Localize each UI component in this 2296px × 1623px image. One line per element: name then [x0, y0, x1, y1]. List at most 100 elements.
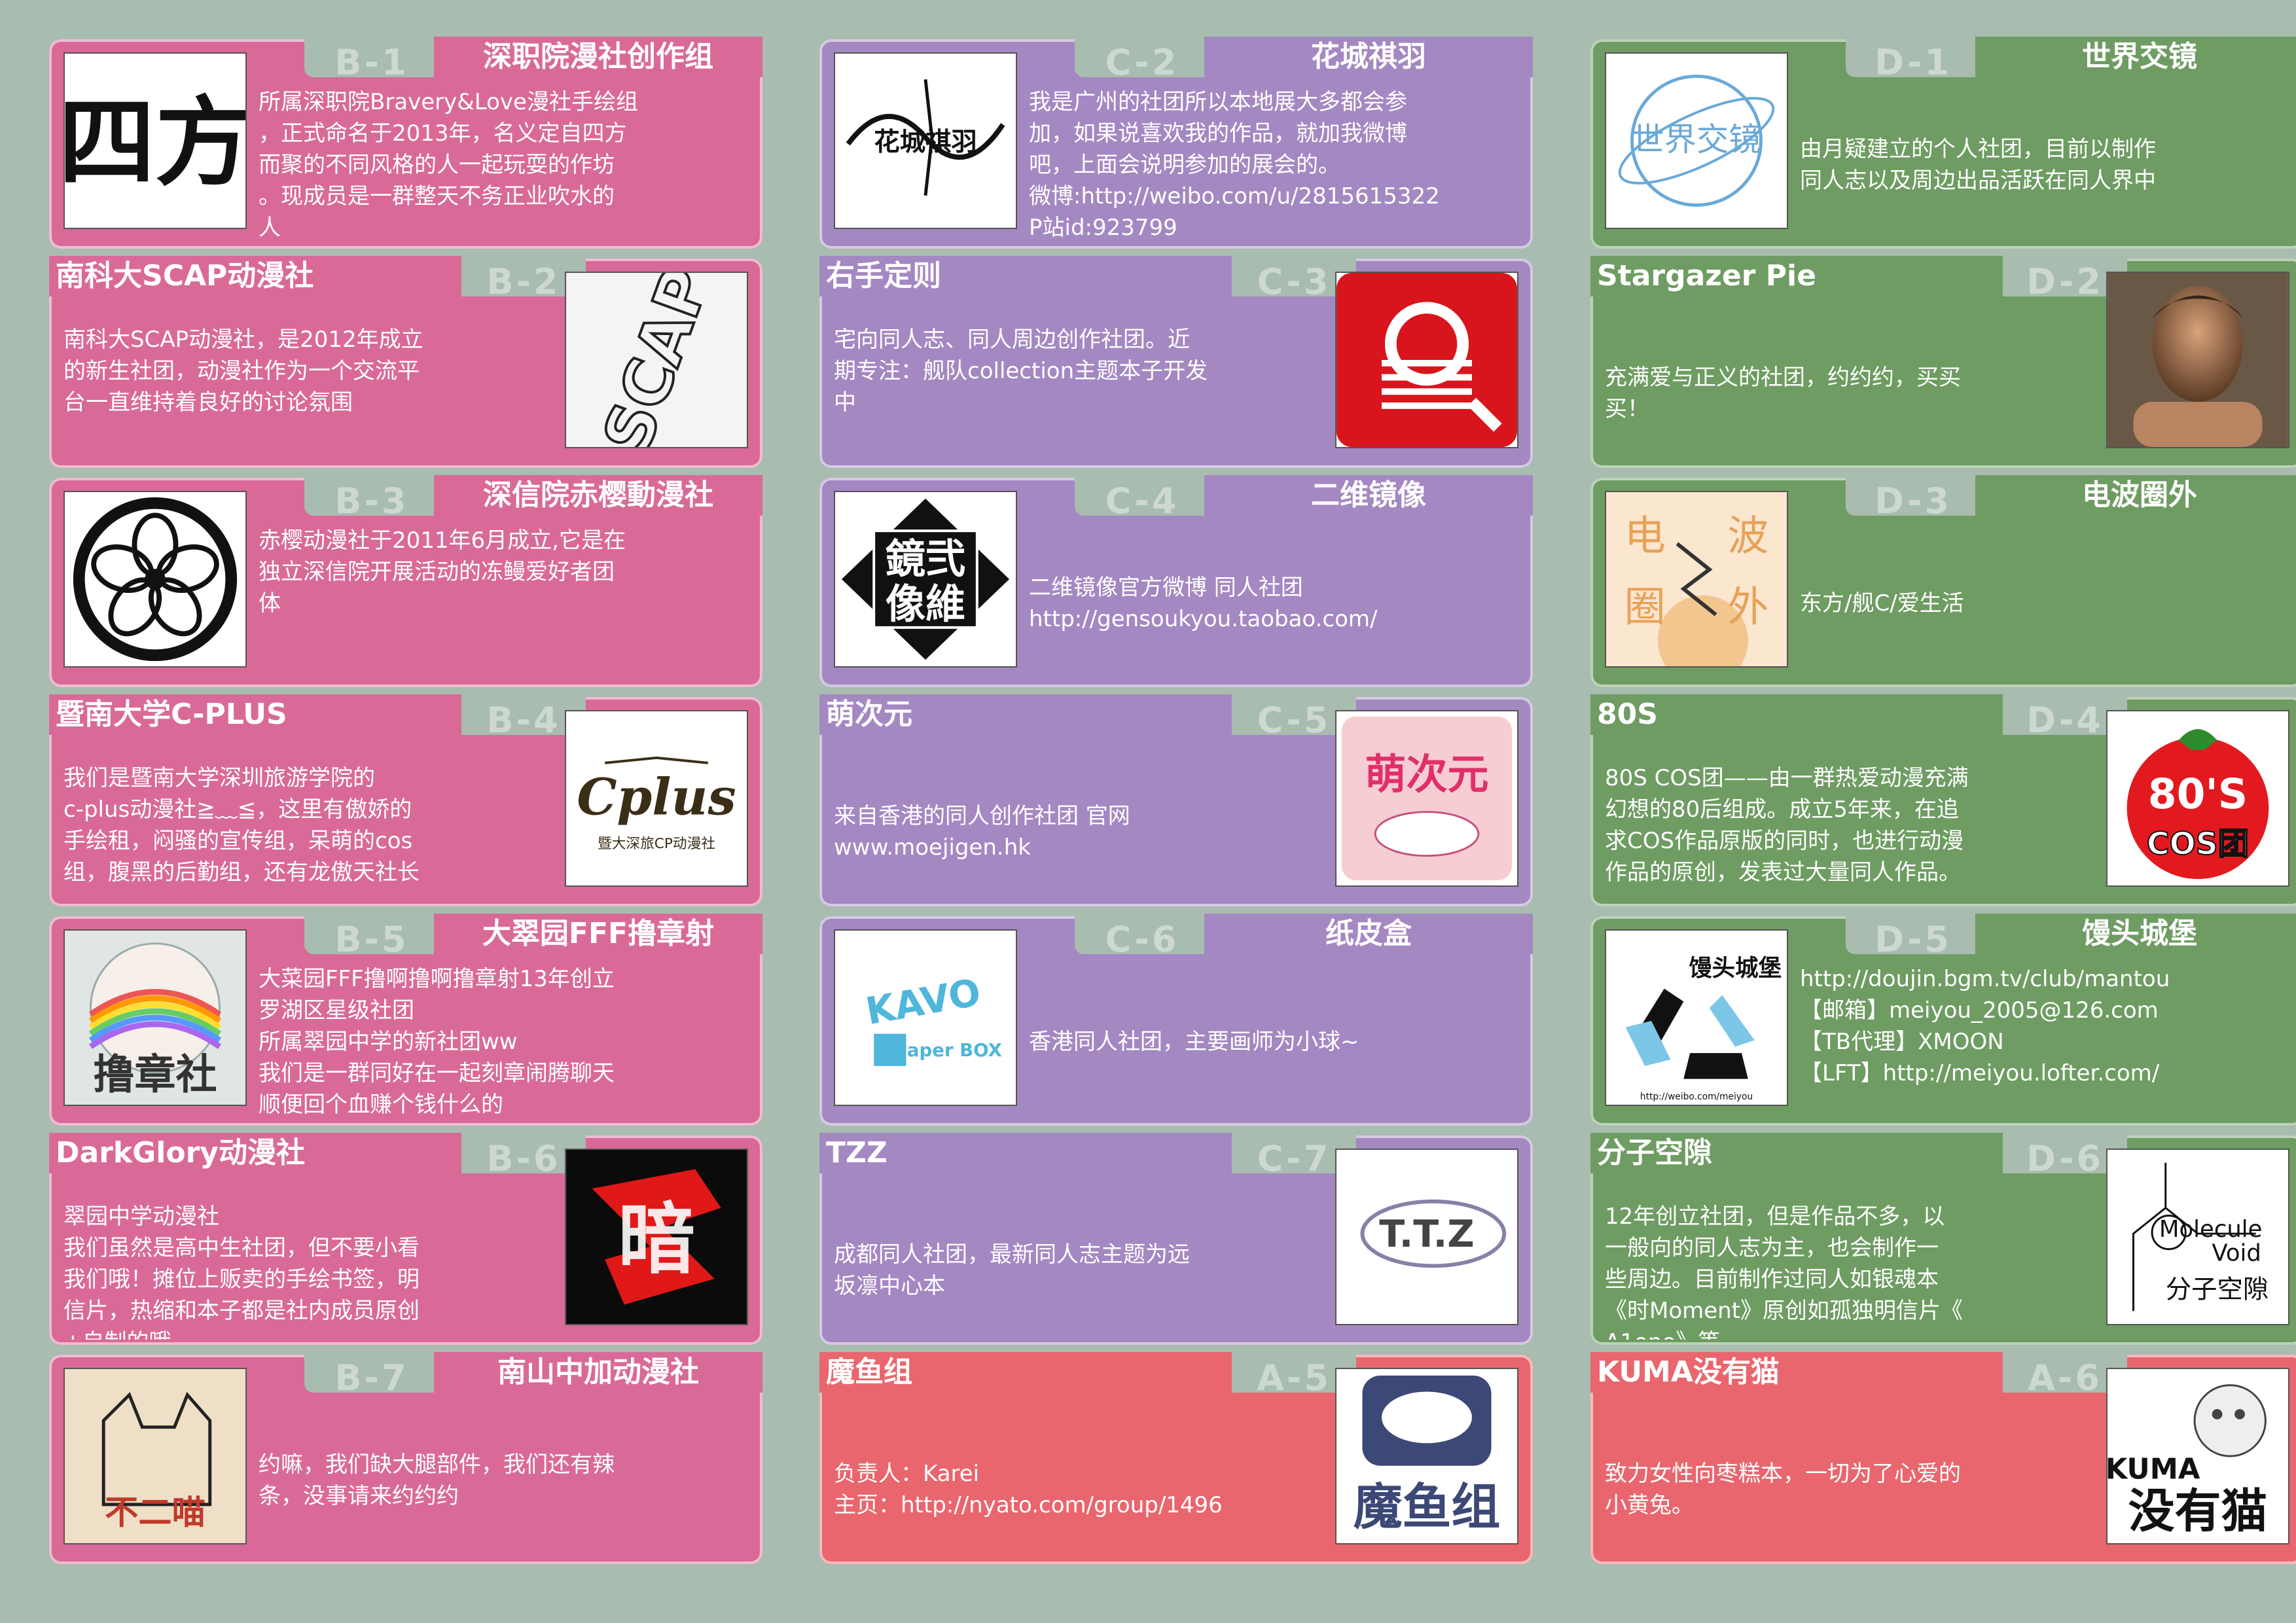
- booth-code: D-6: [2026, 1138, 2104, 1179]
- description-line: 赤樱动漫社于2011年6月成立,它是在: [259, 527, 626, 554]
- circle-name: 南科大SCAP动漫社: [49, 256, 461, 296]
- svg-text:萌次元: 萌次元: [1365, 750, 1488, 798]
- description-lines: 翠园中学动漫社 我们虽然是高中生社团，但不要小看 我们哦！摊位上贩卖的手绘书签，明信…: [63, 1201, 553, 1340]
- description-line: 宅向同人志、同人周边创作社团。近: [834, 327, 1190, 353]
- svg-text:暗: 暗: [618, 1194, 695, 1284]
- description-lines: 所属深职院Bravery&Love漫社手绘组 ，正式命名于2013年，名义定自四方…: [259, 86, 749, 243]
- circle-name: 南山中加动漫社: [434, 1352, 762, 1393]
- circle-card: C-4 二维镜像 鏡弐 像維 二维镜像官方微博 同人社团 http://gensoukyo…: [819, 475, 1533, 687]
- description-lines: 由月疑建立的个人社团，目前以制作 同人志以及周边出品活跃在同人界中: [1800, 134, 2156, 196]
- booth-code: B-5: [334, 919, 409, 960]
- card-header: B-7 南山中加动漫社: [304, 1352, 762, 1396]
- description-lines: 赤樱动漫社于2011年6月成立,它是在 独立深信院开展活动的冻鳗爱好者团体: [259, 525, 749, 619]
- svg-text:没有猫: 没有猫: [2128, 1484, 2268, 1538]
- darkglory-logo: 暗: [565, 1149, 748, 1325]
- card-header: 南科大SCAP动漫社 B-2: [49, 256, 586, 300]
- booth-code: B-2: [486, 261, 561, 302]
- description-line: 信片，热缩和本子都是社内成员原创: [63, 1298, 420, 1324]
- svg-text:分子空隙: 分子空隙: [2166, 1275, 2269, 1305]
- description-line: 坂凛中心本: [834, 1273, 945, 1299]
- svg-text:KUMA: KUMA: [2108, 1453, 2200, 1486]
- description-line: 主页：http://nyato.com/group/1496: [834, 1492, 1223, 1518]
- booth-code: D-2: [2026, 261, 2104, 302]
- card-header: D-5 馒头城堡: [1846, 914, 2296, 957]
- circle-name: 右手定则: [819, 256, 1232, 296]
- svg-text:馒头城堡: 馒头城堡: [1689, 955, 1782, 982]
- luzhang-logo: 撸章社: [63, 929, 247, 1106]
- circle-name: 世界交镜: [1975, 37, 2296, 77]
- booth-code: D-1: [1874, 42, 1952, 83]
- circle-card: B-7 南山中加动漫社 不二喵 约嘛，我们缺大腿部件，我们还有辣 条，没事请来约约约: [49, 1352, 762, 1564]
- circle-name: 分子空隙: [1590, 1133, 2003, 1173]
- circle-name: 电波圈外: [1975, 475, 2296, 516]
- card-header: KUMA没有猫 A-6: [1590, 1352, 2127, 1396]
- description-line: A1one》等: [1605, 1327, 2094, 1340]
- description-line: 顺便回个血赚个钱什么的: [259, 1092, 503, 1118]
- booth-code: A-5: [1257, 1357, 1331, 1399]
- circle-name: 纸皮盒: [1204, 914, 1533, 954]
- svg-text:四方: 四方: [65, 85, 245, 199]
- description-line: 80S COS团——由一群热爱动漫充满: [1605, 765, 1969, 791]
- description-lines: 来自香港的同人创作社团 官网 www.moejigen.hk: [834, 800, 1130, 863]
- circle-card: 萌次元 C-5 萌次元 来自香港的同人创作社团 官网 www.moejigen.hk: [819, 694, 1533, 906]
- description-line: 小黄兔。: [1605, 1492, 1694, 1518]
- description-line: 我们是暨南大学深圳旅游学院的: [63, 765, 375, 791]
- mantou-logo: 馒头城堡 http://weibo.com/meiyou: [1605, 929, 1788, 1106]
- circle-card: 分子空隙 D-6 Molecule Void 分子空隙 12年创立社团，但是作品不多，以一…: [1590, 1133, 2296, 1345]
- description-line: 来自香港的同人创作社团 官网: [834, 803, 1130, 829]
- booth-code: C-4: [1105, 480, 1179, 522]
- description-line: ，正式命名于2013年，名义定自四方: [259, 120, 627, 147]
- circle-name: 深信院赤樱動漫社: [434, 475, 762, 516]
- description-line: 12年创立社团，但是作品不多，以: [1605, 1204, 1945, 1230]
- booth-code: C-6: [1105, 919, 1179, 960]
- mengciyuan-logo-graphic: 萌次元: [1341, 716, 1513, 881]
- svg-text:MOYU: MOYU: [1399, 1444, 1455, 1464]
- svg-text:魔鱼组: 魔鱼组: [1354, 1478, 1501, 1535]
- description-line: 所属翠园中学的新社团ww: [259, 1029, 518, 1055]
- description-line: 人: [259, 215, 281, 241]
- 80s-logo-graphic: 80'S COS团: [2126, 729, 2269, 880]
- portrait-photo: [2106, 272, 2289, 448]
- card-header: C-6 纸皮盒: [1075, 914, 1533, 960]
- svg-text:波: 波: [1727, 512, 1768, 560]
- circle-description: 80S COS团——由一群热爱动漫充满 幻想的80后组成。成立5年来，在追 求COS…: [1605, 762, 2094, 901]
- buermiao-logo-graphic: 不二喵: [65, 1369, 245, 1543]
- circle-card: C-6 纸皮盒 KAVO paper BOX 香港同人社团，主要画师为小球~: [819, 914, 1533, 1126]
- kuma-logo-graphic: KUMA没有猫: [2108, 1384, 2268, 1538]
- svg-text:Cplus: Cplus: [577, 768, 736, 827]
- circle-card: 南科大SCAP动漫社 B-2 SCAP 南科大SCAP动漫社，是2012年成立 的新生社…: [49, 256, 762, 468]
- circle-card: TZZ C-7 T.T.Z 成都同人社团，最新同人志主题为远 坂凛中心本: [819, 1133, 1533, 1345]
- description-line: 《时Moment》原创如孤独明信片《: [1605, 1298, 1964, 1324]
- card-header: C-2 花城祺羽: [1075, 37, 1533, 83]
- description-line: 独立深信院开展活动的冻鳗爱好者团: [259, 559, 615, 585]
- description-lines: 成都同人社团，最新同人志主题为远 坂凛中心本: [834, 1239, 1190, 1302]
- circle-description: 我是广州的社团所以本地展大多都会参 加，如果说喜欢我的作品，就加我微博 吧，上面会说…: [1029, 86, 1520, 243]
- description-line: 约嘛，我们缺大腿部件，我们还有辣: [259, 1452, 615, 1478]
- description-line: www.moejigen.hk: [834, 834, 1031, 861]
- description-lines: 我是广州的社团所以本地展大多都会参 加，如果说喜欢我的作品，就加我微博 吧，上面会说…: [1029, 86, 1520, 243]
- booth-code: D-4: [2026, 700, 2104, 741]
- description-line: 【邮箱】meiyou_2005@126.com: [1800, 997, 2159, 1024]
- svg-text:鏡弐: 鏡弐: [886, 536, 965, 582]
- circle-name: TZZ: [819, 1133, 1232, 1173]
- description-lines: 大菜园FFF撸啊撸啊撸章射13年创立 罗湖区星级社团 所属翠园中学的新社团ww 我们是…: [259, 963, 749, 1120]
- svg-text:80'S: 80'S: [2148, 770, 2248, 818]
- shijie-logo: 世界交镜: [1605, 52, 1788, 229]
- circle-description: 负责人：Karei 主页：http://nyato.com/group/1496: [834, 1420, 1323, 1559]
- card-header: D-3 电波圈外: [1846, 475, 2296, 519]
- svg-text:paper BOX: paper BOX: [894, 1039, 1002, 1061]
- ttz-logo-graphic: T.T.Z: [1336, 1150, 1517, 1324]
- circle-card: D-1 世界交镜 世界交镜 由月疑建立的个人社团，目前以制作 同人志以及周边出品活跃在同…: [1590, 37, 2296, 249]
- circle-description: 翠园中学动漫社 我们虽然是高中生社团，但不要小看 我们哦！摊位上贩卖的手绘书签，明信…: [63, 1201, 553, 1340]
- circle-card: 暨南大学C-PLUS B-4 Cplus 暨大深旅CP动漫社 我们是暨南大学深圳旅游学院…: [49, 694, 762, 906]
- booth-code: C-3: [1257, 261, 1331, 302]
- description-line: 翠园中学动漫社: [63, 1204, 219, 1230]
- booth-code: C-2: [1105, 42, 1179, 83]
- description-lines: 致力女性向枣糕本，一切为了心爱的 小黄兔。: [1605, 1458, 1961, 1521]
- card-header: B-3 深信院赤樱動漫社: [304, 475, 762, 519]
- card-header: D-1 世界交镜: [1846, 37, 2296, 83]
- svg-text:COS团: COS团: [2147, 827, 2249, 863]
- circle-description: 赤樱动漫社于2011年6月成立,它是在 独立深信院开展活动的冻鳗爱好者团体: [259, 525, 749, 682]
- description-line: 由月疑建立的个人社团，目前以制作: [1800, 136, 2156, 162]
